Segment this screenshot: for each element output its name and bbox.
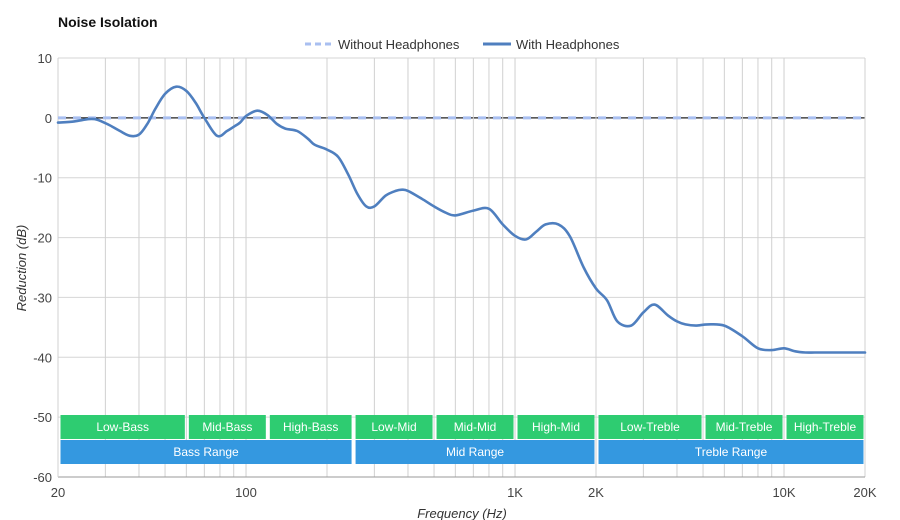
chart-title: Noise Isolation xyxy=(58,14,158,30)
band-mid-bass xyxy=(188,415,266,439)
legend: Without Headphones With Headphones xyxy=(305,37,620,52)
band-low-bass-label: Low-Bass xyxy=(96,420,149,434)
x-tick-label: 10K xyxy=(772,485,795,500)
range-treble-range-label: Treble Range xyxy=(695,445,768,459)
band-mid-bass-label: Mid-Bass xyxy=(202,420,252,434)
band-high-mid xyxy=(517,415,595,439)
y-tick-label: -40 xyxy=(33,350,52,365)
range-bass-range-label: Bass Range xyxy=(173,445,239,459)
range-bass-range xyxy=(60,440,352,464)
legend-label-with: With Headphones xyxy=(516,37,620,52)
band-mid-mid-label: Mid-Mid xyxy=(454,420,497,434)
band-mid-mid xyxy=(436,415,514,439)
band-mid-treble-label: Mid-Treble xyxy=(716,420,773,434)
y-axis-label: Reduction (dB) xyxy=(14,225,29,312)
band-low-mid-label: Low-Mid xyxy=(371,420,416,434)
legend-label-without: Without Headphones xyxy=(338,37,460,52)
y-tick-label: -50 xyxy=(33,410,52,425)
range-treble-range xyxy=(598,440,864,464)
y-tick-label: 0 xyxy=(45,111,52,126)
y-tick-label: -30 xyxy=(33,290,52,305)
band-high-treble xyxy=(786,415,864,439)
band-mid-treble xyxy=(705,415,783,439)
x-tick-label: 2K xyxy=(588,485,604,500)
x-tick-label: 20 xyxy=(51,485,65,500)
range-mid-range xyxy=(355,440,595,464)
band-low-bass xyxy=(60,415,185,439)
x-tick-label: 20K xyxy=(853,485,876,500)
band-high-bass-label: High-Bass xyxy=(283,420,338,434)
x-axis-label: Frequency (Hz) xyxy=(417,506,507,520)
x-tick-labels: 20 100 1K 2K 10K 20K xyxy=(51,485,877,500)
y-tick-label: 10 xyxy=(38,51,52,66)
grid xyxy=(57,57,866,478)
band-high-bass xyxy=(269,415,352,439)
frequency-bands: Low-Bass Mid-Bass High-Bass Low-Mid Mid-Mid H… xyxy=(60,415,864,464)
series-lines xyxy=(56,85,867,354)
y-tick-label: -10 xyxy=(33,171,52,186)
band-high-mid-label: High-Mid xyxy=(532,420,580,434)
y-tick-label: -20 xyxy=(33,231,52,246)
y-tick-labels: 10 0 -10 -20 -30 -40 -50 -60 xyxy=(33,51,52,485)
band-high-treble-label: High-Treble xyxy=(794,420,857,434)
band-low-mid xyxy=(355,415,433,439)
series-line-with-headphones xyxy=(56,85,867,354)
x-tick-label: 1K xyxy=(507,485,523,500)
range-mid-range-label: Mid Range xyxy=(446,445,504,459)
x-tick-label: 100 xyxy=(235,485,257,500)
band-low-treble-label: Low-Treble xyxy=(620,420,680,434)
band-low-treble xyxy=(598,415,702,439)
y-tick-label: -60 xyxy=(33,470,52,485)
